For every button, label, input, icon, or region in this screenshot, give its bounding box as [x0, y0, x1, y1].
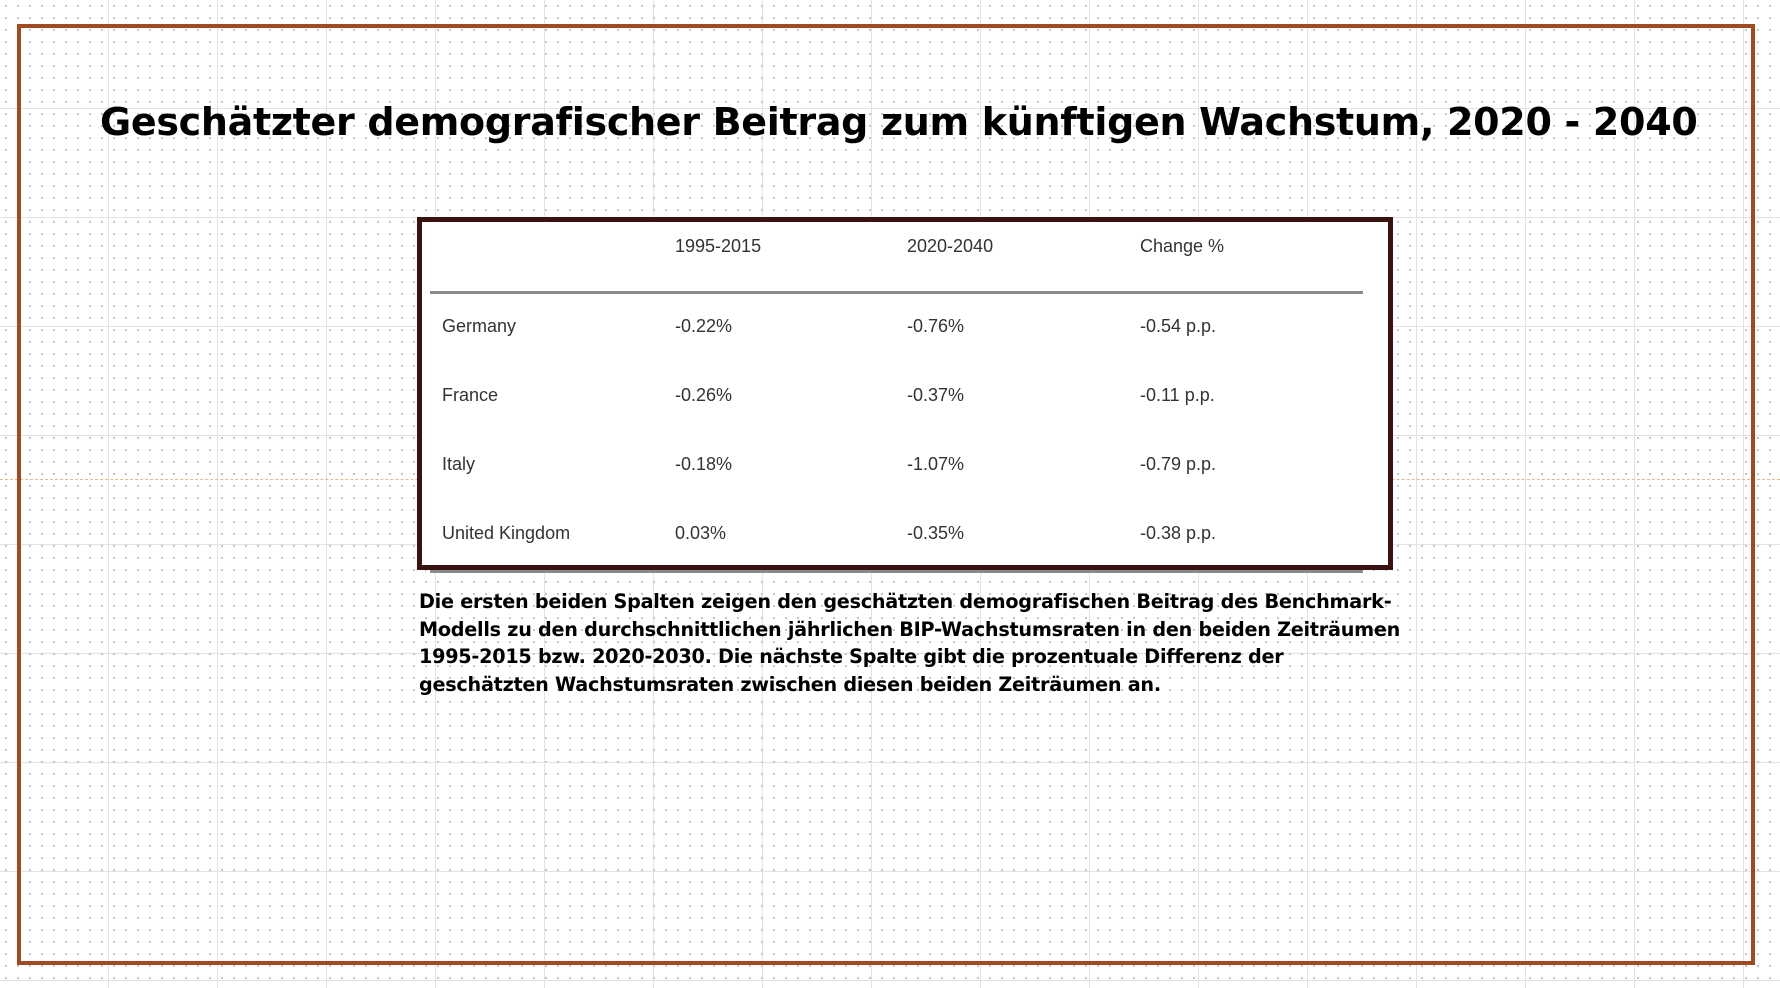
value-cell: -1.07%	[907, 454, 965, 474]
value-cell: -0.35%	[907, 523, 965, 543]
country-cell: Italy	[442, 454, 476, 474]
country-cell: France	[442, 385, 499, 405]
country-cell: United Kingdom	[442, 523, 571, 543]
change-cell: -0.79 p.p.	[1140, 454, 1217, 474]
value-cell: -0.18%	[675, 454, 733, 474]
table-row: Italy -0.18% -1.07% -0.79 p.p.	[430, 432, 1363, 501]
table-row: France -0.26% -0.37% -0.11 p.p.	[430, 363, 1363, 432]
value-cell: -0.22%	[675, 316, 733, 336]
table-row: United Kingdom 0.03% -0.35% -0.38 p.p.	[430, 501, 1363, 573]
country-cell: Germany	[442, 316, 517, 336]
value-cell: 0.03%	[675, 523, 727, 543]
change-cell: -0.38 p.p.	[1140, 523, 1217, 543]
table-row: Germany -0.22% -0.76% -0.54 p.p.	[430, 294, 1363, 363]
value-cell: -0.37%	[907, 385, 965, 405]
slide-title[interactable]: Geschätzter demografischer Beitrag zum k…	[100, 100, 1698, 144]
change-cell: -0.54 p.p.	[1140, 316, 1217, 336]
caption-text[interactable]: Die ersten beiden Spalten zeigen den ges…	[419, 590, 1401, 696]
header-cell-2020-2040: 2020-2040	[907, 236, 994, 256]
table-image[interactable]: 1995-2015 2020-2040 Change % Germany -0.…	[417, 217, 1393, 573]
table-header: 1995-2015 2020-2040 Change %	[430, 222, 1363, 294]
slide-frame	[17, 24, 1755, 965]
header-cell-change: Change %	[1140, 236, 1225, 256]
change-cell: -0.11 p.p.	[1140, 385, 1215, 405]
value-cell: -0.26%	[675, 385, 733, 405]
data-table: 1995-2015 2020-2040 Change % Germany -0.…	[430, 222, 1363, 573]
header-cell-1995-2015: 1995-2015	[675, 236, 762, 256]
value-cell: -0.76%	[907, 316, 965, 336]
